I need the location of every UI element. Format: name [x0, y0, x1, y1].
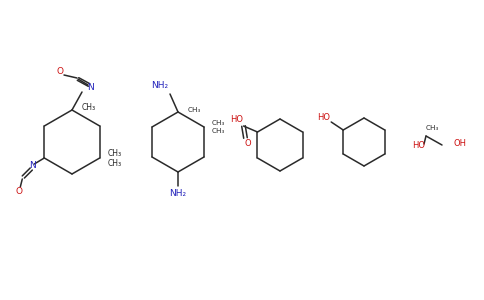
Text: CH₃: CH₃ [82, 103, 96, 112]
Text: CH₃: CH₃ [212, 120, 226, 126]
Text: N: N [88, 82, 94, 91]
Text: HO: HO [317, 113, 330, 122]
Text: NH₂: NH₂ [169, 188, 186, 197]
Text: CH₃: CH₃ [425, 125, 439, 131]
Text: HO: HO [230, 116, 243, 124]
Text: CH₃: CH₃ [108, 158, 122, 167]
Text: OH: OH [454, 139, 467, 148]
Text: NH₂: NH₂ [151, 80, 168, 89]
Text: N: N [29, 161, 36, 170]
Text: O: O [244, 140, 251, 148]
Text: CH₃: CH₃ [188, 107, 201, 113]
Text: O: O [57, 68, 63, 76]
Text: CH₃: CH₃ [212, 128, 226, 134]
Text: O: O [16, 188, 23, 196]
Text: CH₃: CH₃ [108, 148, 122, 158]
Text: HO: HO [412, 140, 425, 149]
